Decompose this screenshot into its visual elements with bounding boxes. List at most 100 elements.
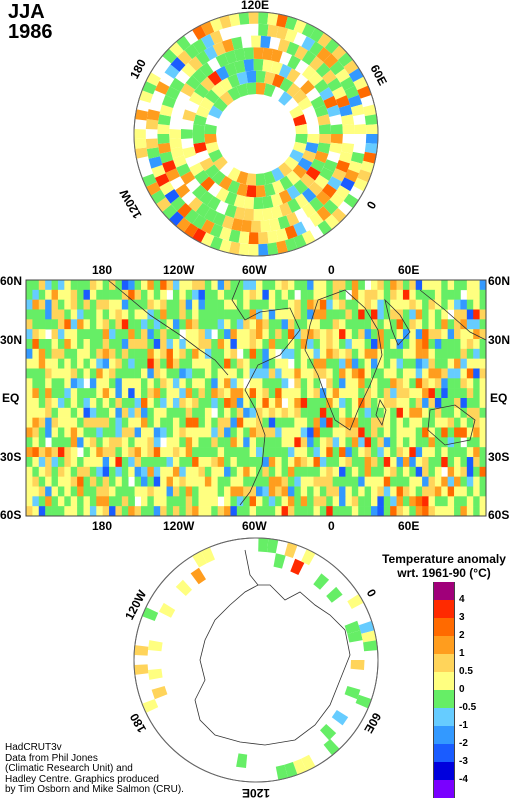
- anomaly-cell: [345, 378, 353, 389]
- anomaly-cell: [319, 506, 327, 517]
- anomaly-cell: [217, 466, 225, 477]
- anomaly-cell: [319, 417, 327, 428]
- anomaly-cell: [38, 329, 46, 340]
- anomaly-cell: [198, 417, 206, 428]
- anomaly-cell: [422, 348, 429, 359]
- anomaly-cell: [409, 407, 417, 418]
- anomaly-cell: [70, 427, 78, 438]
- anomaly-cell: [109, 466, 116, 477]
- anomaly-cell: [415, 388, 423, 399]
- anomaly-cell: [402, 457, 410, 468]
- anomaly-cell: [96, 319, 103, 330]
- anomaly-cell: [64, 506, 72, 517]
- anomaly-cell: [172, 398, 180, 409]
- anomaly-cell: [217, 447, 225, 458]
- anomaly-cell: [166, 486, 174, 497]
- anomaly-cell: [351, 496, 359, 507]
- anomaly-cell: [313, 339, 321, 350]
- anomaly-cell: [209, 223, 223, 238]
- anomaly-cell: [390, 280, 397, 291]
- anomaly-cell: [466, 457, 474, 468]
- anomaly-cell: [89, 368, 97, 379]
- anomaly-cell: [323, 199, 339, 215]
- anomaly-cell: [364, 398, 372, 409]
- anomaly-cell: [415, 319, 423, 330]
- anomaly-cell: [57, 339, 65, 350]
- anomaly-cell: [371, 329, 378, 340]
- anomaly-cell: [281, 506, 289, 517]
- anomaly-cell: [371, 378, 378, 389]
- anomaly-cell: [64, 339, 72, 350]
- anomaly-cell: [253, 58, 264, 71]
- anomaly-cell: [243, 348, 250, 359]
- anomaly-cell: [396, 496, 404, 507]
- anomaly-cell: [339, 378, 346, 389]
- anomaly-cell: [70, 368, 78, 379]
- anomaly-cell: [287, 427, 295, 438]
- anomaly-cell: [204, 486, 212, 497]
- anomaly-cell: [172, 289, 180, 300]
- anomaly-cell: [345, 417, 353, 428]
- anomaly-cell: [204, 388, 212, 399]
- anomaly-cell: [473, 398, 480, 409]
- anomaly-cell: [473, 466, 480, 477]
- anomaly-cell: [415, 466, 423, 477]
- anomaly-cell: [57, 319, 65, 330]
- mid-right-lat-60n: 60N: [488, 274, 511, 288]
- anomaly-cell: [83, 368, 91, 379]
- anomaly-cell: [192, 551, 207, 568]
- anomaly-cell: [230, 437, 238, 448]
- anomaly-cell: [176, 35, 191, 51]
- anomaly-cell: [308, 181, 324, 197]
- anomaly-cell: [217, 407, 225, 418]
- anomaly-cell: [198, 447, 206, 458]
- anomaly-cell: [102, 398, 110, 409]
- anomaly-cell: [319, 407, 327, 418]
- anomaly-cell: [32, 289, 40, 300]
- anomaly-cell: [396, 417, 404, 428]
- anomaly-cell: [185, 339, 193, 350]
- anomaly-cell: [270, 205, 283, 220]
- anomaly-cell: [268, 437, 276, 448]
- anomaly-cell: [383, 457, 391, 468]
- anomaly-cell: [70, 299, 78, 310]
- anomaly-cell: [185, 309, 193, 320]
- anomaly-cell: [326, 586, 343, 603]
- anomaly-cell: [294, 368, 302, 379]
- anomaly-cell: [317, 114, 331, 126]
- anomaly-cell: [409, 378, 417, 389]
- anomaly-cell: [390, 476, 397, 487]
- anomaly-cell: [192, 299, 199, 310]
- anomaly-cell: [390, 417, 397, 428]
- anomaly-cell: [185, 319, 193, 330]
- anomaly-cell: [390, 437, 397, 448]
- anomaly-cell: [350, 151, 365, 164]
- anomaly-cell: [236, 339, 244, 350]
- anomaly-cell: [230, 398, 238, 409]
- credits-line: Hadley Centre. Graphics produced: [5, 773, 159, 785]
- anomaly-cell: [479, 496, 487, 507]
- anomaly-cell: [319, 167, 334, 181]
- anomaly-cell: [243, 358, 250, 369]
- anomaly-cell: [83, 417, 91, 428]
- anomaly-cell: [473, 486, 480, 497]
- anomaly-cell: [96, 496, 103, 507]
- anomaly-cell: [211, 447, 218, 458]
- anomaly-cell: [268, 319, 276, 330]
- anomaly-cell: [172, 378, 180, 389]
- anomaly-cell: [358, 476, 365, 487]
- anomaly-cell: [305, 142, 319, 154]
- anomaly-cell: [151, 686, 168, 700]
- anomaly-cell: [339, 388, 346, 399]
- anomaly-cell: [32, 299, 40, 310]
- anomaly-cell: [479, 476, 487, 487]
- anomaly-cell: [204, 289, 212, 300]
- anomaly-cell: [51, 427, 59, 438]
- anomaly-cell: [64, 319, 72, 330]
- anomaly-cell: [26, 476, 33, 487]
- anomaly-cell: [454, 329, 461, 340]
- anomaly-cell: [115, 388, 123, 399]
- anomaly-cell: [313, 437, 321, 448]
- anomaly-cell: [276, 240, 288, 254]
- anomaly-cell: [51, 329, 59, 340]
